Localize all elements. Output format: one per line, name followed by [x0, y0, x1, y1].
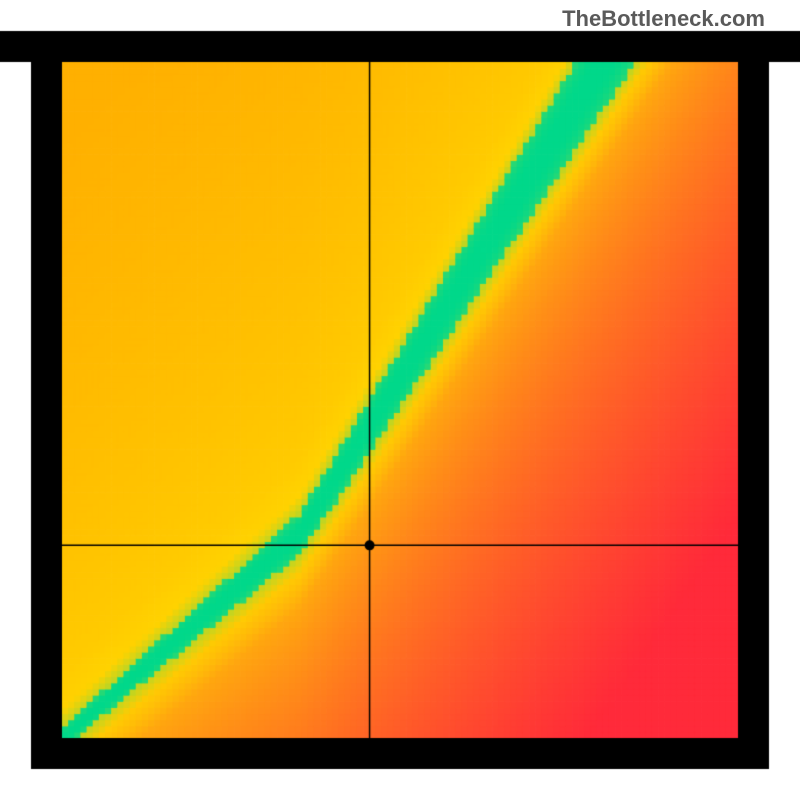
- watermark-text: TheBottleneck.com: [562, 6, 765, 32]
- chart-container: { "watermark": { "text": "TheBottleneck.…: [0, 0, 800, 800]
- bottleneck-heatmap: [0, 0, 800, 800]
